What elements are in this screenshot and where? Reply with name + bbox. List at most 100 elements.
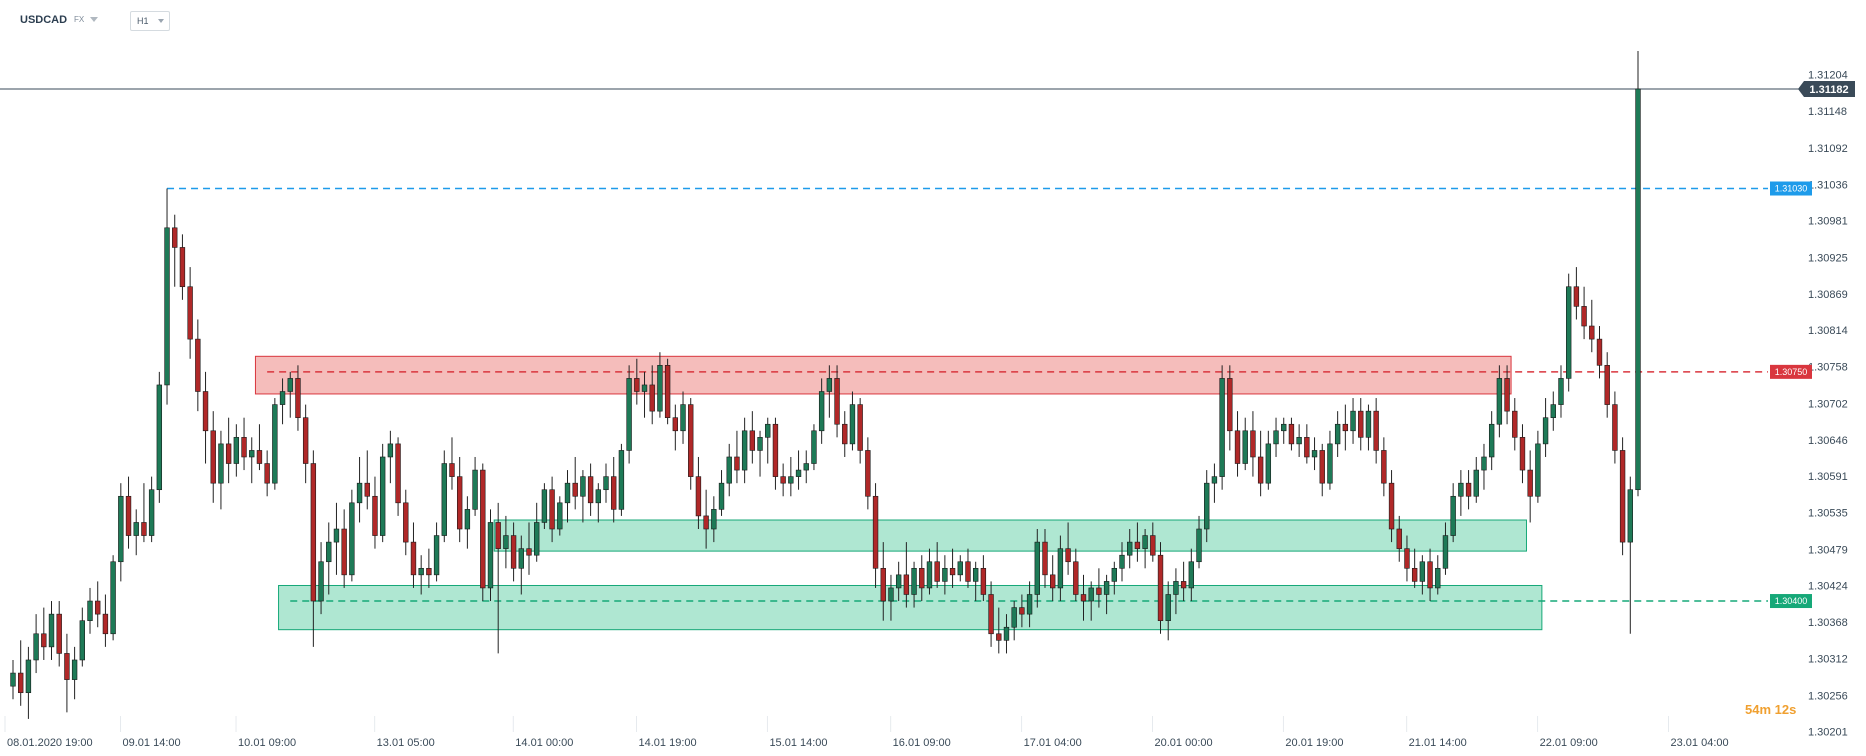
candle-up bbox=[618, 450, 625, 510]
x-tick-label: 20.01 19:00 bbox=[1285, 737, 1343, 749]
candle-up bbox=[1435, 567, 1441, 589]
candle-down bbox=[395, 443, 401, 504]
candle-up bbox=[110, 561, 116, 635]
candle-up bbox=[972, 567, 979, 582]
candle-down bbox=[187, 286, 193, 340]
y-tick-label: 1.30925 bbox=[1808, 252, 1848, 264]
candle-up bbox=[10, 672, 16, 687]
candle-up bbox=[926, 561, 933, 589]
symbol-label[interactable]: USDCAD bbox=[20, 14, 68, 26]
candle-up bbox=[1496, 378, 1503, 425]
candle-up bbox=[1327, 443, 1333, 484]
level-label: 1.30400 bbox=[1775, 596, 1808, 606]
candle-down bbox=[1581, 306, 1587, 327]
candle-up bbox=[1204, 482, 1210, 530]
y-tick-label: 1.30479 bbox=[1808, 544, 1848, 556]
candle-down bbox=[903, 574, 910, 595]
countdown-minutes-unit: m bbox=[1759, 702, 1772, 717]
candle-up bbox=[1088, 587, 1094, 602]
resistance-zone-0 bbox=[254, 355, 1512, 395]
candle-up bbox=[641, 384, 648, 392]
candle-down bbox=[857, 404, 863, 451]
candle-down bbox=[749, 430, 756, 451]
candle-down bbox=[18, 672, 24, 694]
candle-up bbox=[87, 600, 93, 621]
chevron-down-icon bbox=[158, 19, 164, 23]
candle-up bbox=[356, 482, 363, 504]
candle-down bbox=[611, 476, 617, 510]
candle-down bbox=[1304, 437, 1310, 458]
candle-up bbox=[1311, 450, 1318, 458]
candle-down bbox=[1157, 554, 1164, 621]
candle-down bbox=[1019, 607, 1025, 615]
candle-up bbox=[349, 502, 355, 576]
candle-up bbox=[557, 502, 563, 530]
y-tick-label: 1.31148 bbox=[1808, 106, 1847, 118]
x-tick-label: 16.01 09:00 bbox=[893, 737, 951, 749]
candle-up bbox=[1188, 561, 1195, 589]
candle-down bbox=[572, 482, 578, 497]
candle-up bbox=[849, 404, 856, 445]
candle-down bbox=[372, 495, 378, 536]
candle-up bbox=[942, 567, 948, 582]
candle-down bbox=[1227, 378, 1233, 432]
x-tick-label: 20.01 00:00 bbox=[1155, 737, 1213, 749]
candle-down bbox=[1596, 338, 1603, 366]
candle-down bbox=[426, 567, 432, 576]
candle-down bbox=[949, 567, 956, 576]
candle-down bbox=[1388, 482, 1395, 530]
candle-down bbox=[125, 495, 132, 536]
candle-down bbox=[1519, 437, 1526, 471]
candle-down bbox=[1404, 548, 1410, 569]
candle-up bbox=[1127, 541, 1133, 556]
candle-down bbox=[834, 378, 840, 425]
candle-up bbox=[1211, 476, 1218, 484]
support-zone-2 bbox=[278, 584, 1543, 631]
candle-up bbox=[1473, 469, 1479, 497]
candle-down bbox=[1234, 430, 1241, 464]
candle-down bbox=[1180, 581, 1187, 589]
candle-up bbox=[1142, 535, 1148, 549]
candle-up bbox=[1265, 443, 1272, 484]
candle-up bbox=[1111, 567, 1117, 582]
timeframe-select[interactable]: H1 bbox=[130, 11, 170, 31]
candle-up bbox=[626, 378, 632, 451]
x-tick-label: 15.01 14:00 bbox=[769, 737, 827, 749]
candle-up bbox=[1442, 535, 1449, 569]
countdown-seconds: 12 bbox=[1774, 702, 1790, 717]
x-tick-label: 09.01 14:00 bbox=[123, 737, 181, 749]
y-tick-label: 1.30201 bbox=[1808, 726, 1848, 738]
candle-down bbox=[256, 450, 263, 464]
candle-down bbox=[1527, 469, 1533, 497]
candle-up bbox=[518, 548, 524, 569]
candle-down bbox=[302, 417, 309, 464]
candle-down bbox=[634, 378, 640, 392]
y-tick-label: 1.31204 bbox=[1808, 70, 1848, 82]
candle-up bbox=[487, 522, 494, 589]
candle-up bbox=[541, 489, 548, 523]
candle-down bbox=[310, 463, 317, 602]
candle-up bbox=[433, 535, 440, 576]
candle-up bbox=[272, 404, 278, 484]
candle-down bbox=[1396, 528, 1402, 549]
candle-down bbox=[649, 384, 655, 412]
candle-down bbox=[456, 476, 463, 530]
candle-up bbox=[603, 476, 609, 491]
candle-up bbox=[1635, 88, 1641, 491]
candle-up bbox=[287, 378, 293, 392]
candle-down bbox=[688, 404, 694, 477]
candle-down bbox=[1050, 574, 1056, 589]
candle-down bbox=[1573, 286, 1580, 307]
y-tick-label: 1.30535 bbox=[1808, 508, 1848, 520]
candle-down bbox=[202, 391, 209, 432]
candle-down bbox=[241, 437, 247, 458]
symbol-dropdown-caret-icon[interactable] bbox=[90, 17, 98, 22]
candle-down bbox=[1589, 325, 1595, 340]
candle-down bbox=[1319, 450, 1325, 484]
candle-down bbox=[880, 567, 886, 602]
candle-up bbox=[1542, 417, 1549, 445]
level-label-box bbox=[1770, 181, 1812, 196]
candle-up bbox=[1350, 410, 1356, 432]
level-label: 1.31030 bbox=[1775, 184, 1808, 194]
